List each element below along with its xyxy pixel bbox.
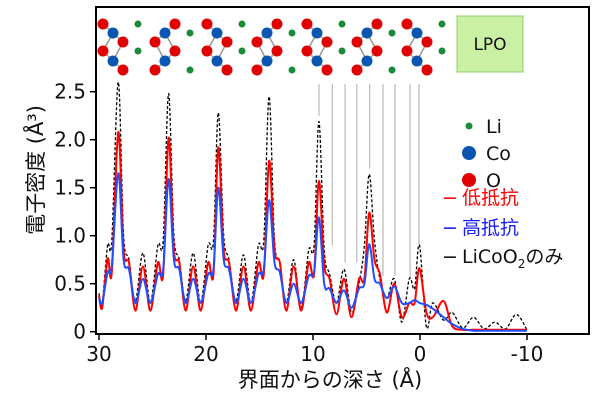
x-tick-label: -10 (511, 342, 544, 366)
oxygen-atom (169, 18, 181, 30)
lithium-atom (438, 20, 446, 28)
cobalt-atom (107, 55, 119, 67)
lithium-atom (134, 20, 142, 28)
lithium-atom (338, 20, 346, 28)
li-legend-label: Li (486, 116, 502, 138)
cobalt-atom (411, 55, 423, 67)
legend-marker-licoo2: − (442, 246, 458, 268)
series-line-licoo2-only (98, 81, 528, 331)
lithium-atom (388, 66, 396, 74)
lithium-atom (238, 47, 246, 55)
line-legend: − 低抵抗 − 高抵抗 − LiCoO2のみ (442, 187, 563, 271)
crystal-structure (97, 18, 446, 76)
legend-label-high: 高抵抗 (462, 217, 519, 239)
oxygen-atom (117, 64, 129, 76)
oxygen-atom (271, 45, 283, 57)
cobalt-atom (107, 27, 119, 39)
oxygen-atom (251, 64, 263, 76)
oxygen-atom (251, 36, 263, 48)
oxygen-atom (97, 45, 109, 57)
cobalt-atom (261, 27, 273, 39)
lithium-atom (238, 20, 246, 28)
cobalt-atom (261, 55, 273, 67)
cobalt-atom (411, 27, 423, 39)
oxygen-atom (301, 18, 313, 30)
lithium-atom (438, 47, 446, 55)
oxygen-atom (271, 18, 283, 30)
cobalt-atom (361, 27, 373, 39)
series-group (98, 81, 528, 332)
oxygen-atom (351, 64, 363, 76)
oxygen-atom (421, 64, 433, 76)
oxygen-atom (201, 18, 213, 30)
li-legend-dot (465, 122, 473, 130)
lpo-box: LPO (456, 15, 524, 73)
y-tick-label: 2.0 (54, 128, 86, 152)
cobalt-atom (159, 27, 171, 39)
legend-marker-low: − (442, 187, 458, 209)
axes: 0 0.5 1.0 1.5 2.0 2.5 30 20 10 0 -10 (54, 80, 543, 366)
y-tick-label: 0.5 (54, 272, 86, 296)
lithium-atom (186, 29, 194, 37)
cobalt-atom (361, 55, 373, 67)
oxygen-atom (149, 64, 161, 76)
legend-label-low: 低抵抗 (462, 187, 519, 209)
x-tick-label: 10 (300, 342, 325, 366)
co-legend-dot (462, 146, 476, 160)
oxygen-atom (149, 36, 161, 48)
y-tick-label: 2.5 (54, 80, 86, 104)
lithium-atom (134, 47, 142, 55)
oxygen-atom (401, 18, 413, 30)
oxygen-atom (301, 45, 313, 57)
o-legend-dot (462, 173, 476, 187)
oxygen-atom (371, 18, 383, 30)
oxygen-atom (117, 36, 129, 48)
x-tick-label: 0 (414, 342, 427, 366)
oxygen-atom (97, 18, 109, 30)
reference-lines (318, 84, 420, 278)
oxygen-atom (371, 45, 383, 57)
oxygen-atom (321, 64, 333, 76)
oxygen-atom (321, 36, 333, 48)
oxygen-atom (401, 45, 413, 57)
y-tick-label: 1.0 (54, 224, 86, 248)
oxygen-atom (351, 36, 363, 48)
x-tick-label: 30 (86, 342, 111, 366)
cobalt-atom (311, 55, 323, 67)
lithium-atom (288, 29, 296, 37)
lithium-atom (186, 66, 194, 74)
cobalt-atom (211, 27, 223, 39)
o-legend-label: O (486, 170, 501, 192)
cobalt-atom (211, 55, 223, 67)
oxygen-atom (201, 45, 213, 57)
series-line-high-resistance (98, 172, 527, 332)
co-legend-label: Co (486, 143, 511, 165)
y-tick-label: 0 (73, 320, 86, 344)
cobalt-atom (159, 55, 171, 67)
legend-marker-high: − (442, 217, 458, 239)
lpo-label: LPO (473, 35, 506, 55)
oxygen-atom (221, 36, 233, 48)
x-axis-title: 界面からの深さ (Å) (238, 366, 422, 392)
lithium-atom (388, 29, 396, 37)
cobalt-atom (311, 27, 323, 39)
y-axis-title: 電子密度 (Å³) (22, 105, 48, 235)
lithium-atom (288, 66, 296, 74)
x-tick-label: 20 (193, 342, 218, 366)
lithium-atom (338, 47, 346, 55)
atom-legend: Li Co O (462, 116, 511, 192)
oxygen-atom (221, 64, 233, 76)
y-tick-label: 1.5 (54, 176, 86, 200)
oxygen-atom (421, 36, 433, 48)
oxygen-atom (169, 45, 181, 57)
legend-label-licoo2: LiCoO2のみ (462, 246, 563, 271)
